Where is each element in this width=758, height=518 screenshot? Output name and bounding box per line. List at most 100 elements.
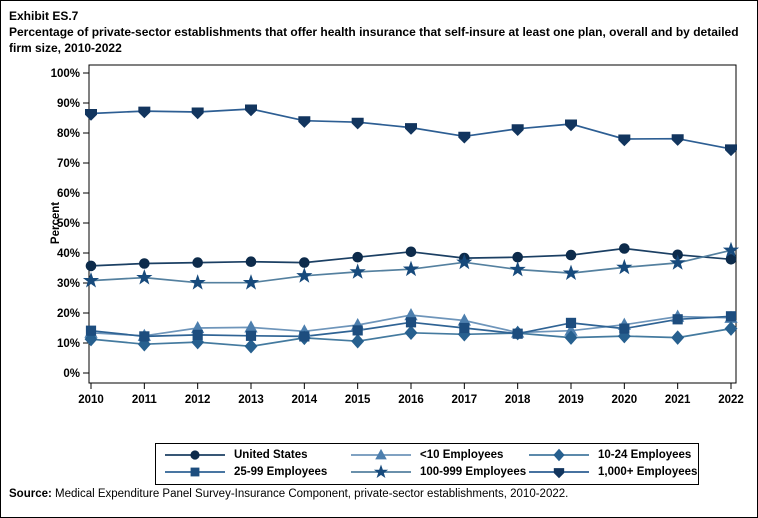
x-tick-label: 2022 <box>718 394 744 406</box>
data-point-marker <box>724 321 738 336</box>
data-point-marker <box>509 260 526 277</box>
x-tick-label: 2010 <box>78 394 104 406</box>
legend-marker-icon <box>165 450 225 460</box>
legend-marker-icon <box>165 467 225 477</box>
legend-item: 100-999 Employees <box>350 464 528 480</box>
data-point-marker <box>244 339 258 354</box>
data-point-marker <box>351 117 364 130</box>
data-point-marker <box>405 246 417 258</box>
chart-title: Percentage of private-sector establishme… <box>9 24 739 55</box>
legend-item: <10 Employees <box>350 447 528 463</box>
title-block: Exhibit ES.7 Percentage of private-secto… <box>9 9 751 56</box>
data-point-marker <box>352 325 363 336</box>
data-point-marker <box>299 257 310 268</box>
data-point-marker <box>511 124 524 137</box>
data-point-marker <box>669 254 686 270</box>
y-tick-label: 90% <box>57 98 80 110</box>
x-tick-label: 2019 <box>558 394 584 406</box>
x-tick-label: 2018 <box>505 394 531 406</box>
y-tick-label: 30% <box>57 278 80 290</box>
data-point-marker <box>722 241 740 258</box>
source-note: Source: Medical Expenditure Panel Survey… <box>9 488 568 500</box>
y-tick-label: 80% <box>57 128 80 140</box>
legend-marker-icon <box>351 448 411 460</box>
x-tick-label: 2013 <box>238 394 264 406</box>
x-tick-label: 2014 <box>292 394 318 406</box>
data-point-marker <box>725 311 737 322</box>
data-point-marker <box>85 325 97 336</box>
x-tick-label: 2016 <box>398 394 424 406</box>
legend-item-label: United States <box>234 449 308 461</box>
data-point-marker <box>84 331 98 347</box>
data-point-marker <box>725 144 737 157</box>
data-point-marker <box>245 330 257 341</box>
data-point-marker <box>553 448 565 462</box>
data-point-marker <box>190 467 200 477</box>
y-axis-label: Percent <box>50 201 62 245</box>
data-point-marker <box>189 274 206 290</box>
data-point-marker <box>375 448 387 460</box>
data-point-marker <box>137 336 151 352</box>
data-point-marker <box>618 134 631 147</box>
data-point-marker <box>619 243 630 254</box>
data-point-marker <box>456 253 473 270</box>
y-tick-label: 20% <box>57 308 80 320</box>
data-point-marker <box>352 251 363 263</box>
data-point-marker <box>245 256 257 268</box>
x-tick-label: 2021 <box>665 394 691 406</box>
y-tick-label: 40% <box>57 248 80 260</box>
y-tick-label: 70% <box>57 158 80 170</box>
data-point-marker <box>373 464 389 479</box>
legend-item-label: <10 Employees <box>420 449 504 461</box>
legend-item-label: 25-99 Employees <box>234 466 328 478</box>
exhibit-label: Exhibit ES.7 <box>9 9 79 23</box>
data-point-marker <box>349 263 366 279</box>
data-point-marker <box>619 323 630 334</box>
data-point-marker <box>245 104 257 117</box>
data-point-marker <box>562 264 580 280</box>
source-label: Source: <box>9 488 52 500</box>
data-point-marker <box>671 134 684 146</box>
data-point-marker <box>192 257 203 268</box>
x-tick-label: 2017 <box>452 394 478 406</box>
data-point-marker <box>459 322 470 334</box>
y-tick-label: 0% <box>63 368 80 380</box>
data-point-marker <box>402 260 420 277</box>
data-point-marker <box>190 450 200 460</box>
data-point-marker <box>85 260 97 272</box>
data-point-marker <box>299 331 310 342</box>
legend-item-label: 1,000+ Employees <box>598 466 698 478</box>
data-point-marker <box>82 272 100 288</box>
y-tick-label: 10% <box>57 338 80 350</box>
data-point-marker <box>139 258 150 269</box>
data-point-marker <box>512 251 523 263</box>
data-point-marker <box>616 258 633 275</box>
data-point-marker <box>404 325 418 341</box>
data-point-marker <box>405 123 417 135</box>
x-tick-label: 2012 <box>185 394 211 406</box>
data-point-marker <box>671 330 685 345</box>
data-point-marker <box>192 329 203 340</box>
source-text: Medical Expenditure Panel Survey-Insuran… <box>51 488 569 500</box>
chart-legend: United States <10 Employees 10-24 Employee… <box>155 443 699 485</box>
data-point-marker <box>672 314 683 325</box>
data-point-marker <box>298 116 311 128</box>
legend-item: United States <box>164 447 350 463</box>
data-point-marker <box>242 274 260 290</box>
y-tick-label: 60% <box>57 188 80 200</box>
x-tick-label: 2015 <box>345 394 371 406</box>
data-point-marker <box>564 330 578 345</box>
data-point-marker <box>725 253 737 265</box>
data-point-marker <box>512 328 523 339</box>
legend-marker-icon <box>529 448 589 462</box>
legend-marker-icon <box>351 464 411 479</box>
data-point-marker <box>565 119 577 132</box>
x-tick-label: 2020 <box>612 394 638 406</box>
plot-frame <box>88 64 737 384</box>
y-tick-label: 100% <box>51 68 80 80</box>
legend-item: 10-24 Employees <box>528 447 692 463</box>
data-point-marker <box>405 317 417 328</box>
data-point-marker <box>565 317 577 328</box>
legend-item-label: 10-24 Employees <box>598 449 692 461</box>
